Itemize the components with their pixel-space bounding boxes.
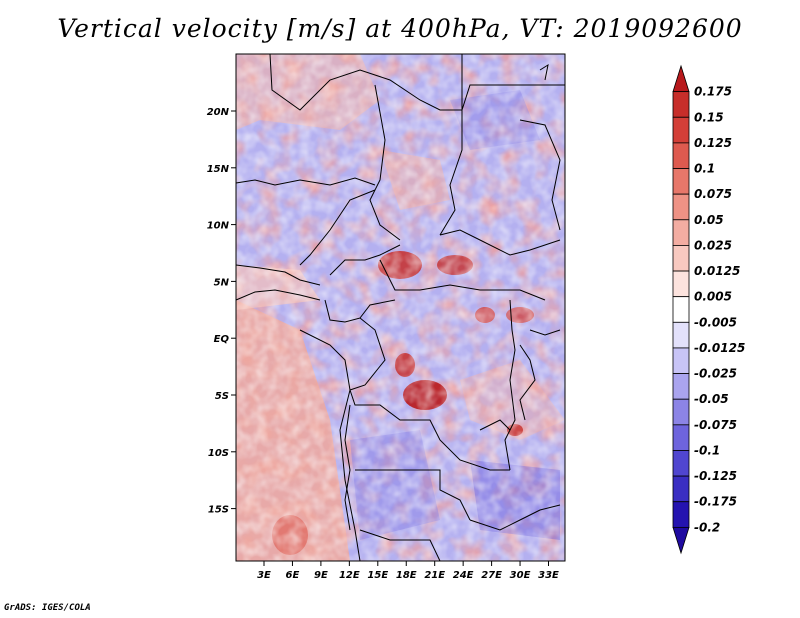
longitude-axis: 3E 6E 9E 12E 15E 18E 21E 24E 27E 30E 33E (257, 561, 559, 581)
colorbar-swatch (672, 270, 690, 298)
colorbar-label: -0.0125 (694, 341, 745, 355)
lat-tick-label: EQ (214, 334, 230, 345)
lat-tick-label: 5S (215, 391, 229, 402)
map-title: Vertical velocity [m/s] at 400hPa, VT: 2… (57, 14, 743, 43)
colorbar-label: -0.2 (694, 520, 720, 534)
colorbar-label: -0.125 (694, 469, 737, 483)
country-borders (235, 53, 565, 562)
colorbar-label: 0.025 (694, 238, 732, 252)
lon-tick-label: 6E (286, 570, 300, 581)
lat-tick-label: 10S (208, 448, 229, 459)
colorbar-label: 0.005 (694, 290, 732, 304)
colorbar-swatch (672, 347, 690, 374)
colorbar-label: -0.1 (694, 443, 720, 457)
colorbar-label: 0.1 (694, 162, 715, 176)
colorbar-swatch (672, 245, 690, 272)
map-frame (235, 53, 566, 562)
colorbar-swatch (672, 424, 690, 451)
lat-tick-label: 15S (208, 505, 229, 516)
colorbar-swatch (672, 168, 690, 195)
colorbar-swatch (672, 142, 690, 169)
colorbar-swatch (672, 219, 690, 246)
lon-tick-label: 30E (510, 570, 531, 581)
colorbar-label: 0.175 (694, 85, 732, 99)
colorbar-swatch (672, 501, 690, 528)
colorbar-swatch (672, 64, 690, 93)
lon-tick-label: 27E (481, 570, 502, 581)
colorbar-swatch (672, 193, 690, 221)
colorbar-swatch (672, 398, 690, 426)
colorbar-label: 0.075 (694, 187, 732, 201)
lat-tick-label: 15N (207, 164, 230, 175)
colorbar-label: 0.15 (694, 110, 724, 124)
lon-tick-label: 33E (538, 570, 559, 581)
lon-tick-label: 12E (339, 570, 360, 581)
colorbar-swatch (672, 475, 690, 503)
colorbar-label: -0.005 (694, 315, 737, 329)
lon-tick-label: 3E (257, 570, 271, 581)
colorbar-swatch (672, 450, 690, 477)
colorbar-label: -0.025 (694, 367, 737, 381)
colorbar-label: -0.175 (694, 495, 737, 509)
colorbar-swatch (672, 373, 690, 400)
lat-tick-label: 5N (214, 277, 230, 288)
colorbar-swatch (672, 116, 690, 144)
lon-tick-label: 24E (453, 570, 474, 581)
velocity-field (236, 54, 565, 561)
colorbar-label: -0.05 (694, 392, 729, 406)
grads-credit: GrADS: IGES/COLA (4, 603, 91, 613)
lat-tick-label: 20N (207, 107, 230, 118)
lon-tick-label: 21E (424, 570, 445, 581)
lon-tick-label: 18E (396, 570, 417, 581)
colorbar-swatch (672, 91, 690, 118)
colorbar: 0.175 0.15 0.125 0.1 0.075 0.05 0.025 0.0125 0.0… (672, 64, 745, 555)
lon-tick-label: 15E (367, 570, 388, 581)
colorbar-label: 0.125 (694, 136, 732, 150)
lat-tick-label: 10N (207, 221, 230, 232)
lon-tick-label: 9E (314, 570, 328, 581)
latitude-axis: 20N 15N 10N 5N EQ 5S 10S 15S (207, 107, 236, 516)
colorbar-swatch (672, 526, 690, 555)
colorbar-swatch (672, 321, 690, 349)
colorbar-label: 0.0125 (694, 264, 740, 278)
colorbar-label: 0.05 (694, 213, 724, 227)
colorbar-swatch (672, 296, 690, 323)
colorbar-label: -0.075 (694, 418, 737, 432)
